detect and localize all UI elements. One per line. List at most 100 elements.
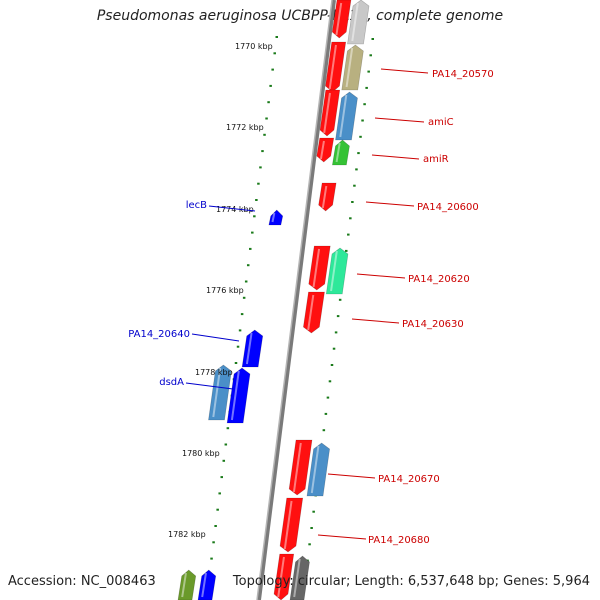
tick-mark <box>363 103 366 106</box>
gene-block <box>289 555 310 600</box>
gene-block <box>177 569 197 600</box>
tick-mark <box>249 247 252 250</box>
leader-line <box>185 382 234 390</box>
scale-label: 1774 kbp <box>216 205 254 214</box>
tick-mark <box>330 364 334 366</box>
tick-mark <box>218 492 221 495</box>
gene-block-shade <box>310 445 320 494</box>
tick-mark <box>336 315 340 318</box>
gene-block-shade <box>312 248 321 288</box>
tick-mark <box>326 396 330 399</box>
leader-line <box>356 273 406 279</box>
gene-label-pa14-20600[interactable]: PA14_20600 <box>417 202 479 213</box>
tick-mark <box>355 168 358 171</box>
leader-line <box>380 68 429 74</box>
gene-blocks <box>177 0 370 600</box>
gene-block <box>347 0 370 45</box>
tick-mark <box>216 508 219 511</box>
tick-mark <box>349 217 352 220</box>
leader-line <box>327 473 376 479</box>
tick-mark <box>210 557 213 560</box>
gene-block <box>241 329 264 368</box>
tick-mark <box>253 215 256 218</box>
gene-block <box>268 209 284 226</box>
gene-block <box>331 0 352 39</box>
gene-label-pa14-20620[interactable]: PA14_20620 <box>408 274 470 285</box>
tick-mark <box>255 199 258 201</box>
tick-mark <box>222 459 226 462</box>
gene-block-shade <box>345 47 354 88</box>
tick-mark <box>357 152 360 155</box>
tick-mark <box>226 427 230 430</box>
gene-label-amir[interactable]: amiR <box>423 154 449 165</box>
tick-mark <box>312 510 315 513</box>
gene-block-shade <box>230 370 240 421</box>
gene-block <box>332 139 350 166</box>
gene-block-shade <box>328 44 337 90</box>
scale-label: 1782 kbp <box>168 530 206 539</box>
gene-label-pa14-20570[interactable]: PA14_20570 <box>432 69 494 80</box>
tick-mark <box>324 412 328 415</box>
gene-block-shade <box>245 332 253 365</box>
topology-text: Topology: circular; Length: 6,537,648 bp… <box>232 574 590 589</box>
gene-block-shade <box>212 367 222 418</box>
accession-text: Accession: NC_008463 <box>8 574 156 589</box>
tick-mark <box>240 313 244 316</box>
leader-line <box>208 205 256 212</box>
scale-labels: 1770 kbp 1772 kbp 1774 kbp 1776 kbp 1778… <box>168 42 273 539</box>
tick-mark <box>353 184 356 187</box>
tick-mark <box>238 329 242 332</box>
gene-block <box>279 497 304 553</box>
tick-mark <box>351 201 354 203</box>
tick-mark <box>365 86 368 89</box>
scale-label: 1772 kbp <box>226 123 264 132</box>
tick-mark <box>257 182 260 185</box>
tick-mark <box>214 525 217 527</box>
tick-mark <box>347 233 350 236</box>
leader-line <box>317 534 367 540</box>
gene-block <box>341 44 364 91</box>
tick-marks <box>208 36 374 578</box>
gene-label-pa14-20670[interactable]: PA14_20670 <box>378 474 440 485</box>
tick-mark <box>371 38 374 40</box>
gene-block <box>316 137 335 163</box>
gene-block <box>226 367 251 424</box>
leader-line <box>371 154 420 160</box>
gene-block <box>308 245 331 291</box>
tick-mark <box>338 298 342 301</box>
gene-label-dsda[interactable]: dsdA <box>159 377 184 388</box>
leader-line <box>374 117 425 123</box>
leader-line <box>365 201 415 207</box>
tick-mark <box>345 249 348 252</box>
tick-mark <box>263 133 266 136</box>
tick-mark <box>265 117 268 120</box>
forward-gene-labels: PA14_20570 amiC amiR PA14_20600 PA14_206… <box>368 69 494 546</box>
tick-mark <box>236 345 240 348</box>
tick-mark <box>246 264 250 267</box>
gene-block-shade <box>292 442 302 493</box>
tick-mark <box>259 166 262 169</box>
scale-label: 1770 kbp <box>235 42 273 51</box>
tick-mark <box>308 543 311 546</box>
gene-label-amic[interactable]: amiC <box>428 117 454 128</box>
leader-line <box>191 333 240 342</box>
leader-line <box>351 318 400 324</box>
gene-label-pa14-20640[interactable]: PA14_20640 <box>128 329 190 340</box>
tick-mark <box>261 150 264 153</box>
tick-mark <box>332 347 336 350</box>
tick-mark <box>267 101 270 104</box>
tick-mark <box>359 135 362 138</box>
gene-label-lecb[interactable]: lecB <box>186 200 207 211</box>
tick-mark <box>251 231 254 234</box>
gene-label-pa14-20630[interactable]: PA14_20630 <box>402 319 464 330</box>
gene-block-shade <box>277 556 285 598</box>
scale-label: 1778 kbp <box>195 368 233 377</box>
gene-block <box>303 291 325 334</box>
gene-block <box>288 439 313 496</box>
tick-mark <box>234 362 238 364</box>
tick-mark <box>220 476 223 479</box>
gene-label-pa14-20680[interactable]: PA14_20680 <box>368 535 430 546</box>
gene-block-shade <box>321 185 328 209</box>
gene-block-shade <box>283 500 293 550</box>
